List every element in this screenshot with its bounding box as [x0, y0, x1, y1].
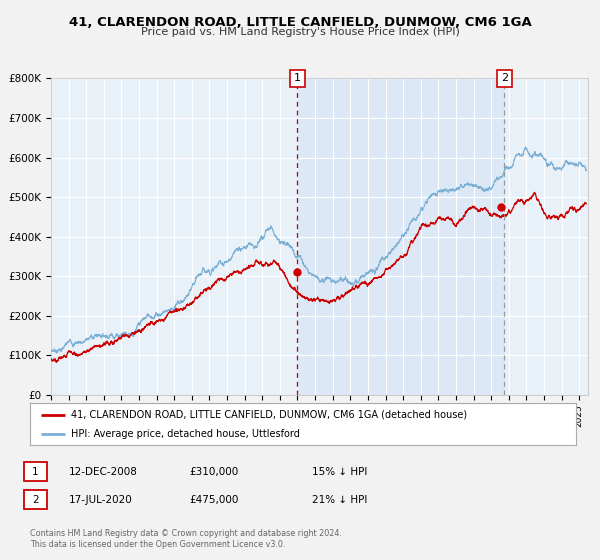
- Text: 1: 1: [294, 73, 301, 83]
- Text: 17-JUL-2020: 17-JUL-2020: [69, 494, 133, 505]
- Bar: [298, 78, 505, 395]
- Text: £475,000: £475,000: [189, 494, 238, 505]
- Text: 41, CLARENDON ROAD, LITTLE CANFIELD, DUNMOW, CM6 1GA (detached house): 41, CLARENDON ROAD, LITTLE CANFIELD, DUN…: [71, 409, 467, 419]
- Text: 21% ↓ HPI: 21% ↓ HPI: [312, 494, 367, 505]
- Text: 12-DEC-2008: 12-DEC-2008: [69, 466, 138, 477]
- Text: £310,000: £310,000: [189, 466, 238, 477]
- Text: 2: 2: [501, 73, 508, 83]
- Text: 1: 1: [32, 466, 39, 477]
- Text: HPI: Average price, detached house, Uttlesford: HPI: Average price, detached house, Uttl…: [71, 429, 300, 439]
- Text: Price paid vs. HM Land Registry's House Price Index (HPI): Price paid vs. HM Land Registry's House …: [140, 27, 460, 37]
- Text: 2: 2: [32, 494, 39, 505]
- Text: This data is licensed under the Open Government Licence v3.0.: This data is licensed under the Open Gov…: [30, 540, 286, 549]
- Text: Contains HM Land Registry data © Crown copyright and database right 2024.: Contains HM Land Registry data © Crown c…: [30, 529, 342, 538]
- Text: 15% ↓ HPI: 15% ↓ HPI: [312, 466, 367, 477]
- Text: 41, CLARENDON ROAD, LITTLE CANFIELD, DUNMOW, CM6 1GA: 41, CLARENDON ROAD, LITTLE CANFIELD, DUN…: [68, 16, 532, 29]
